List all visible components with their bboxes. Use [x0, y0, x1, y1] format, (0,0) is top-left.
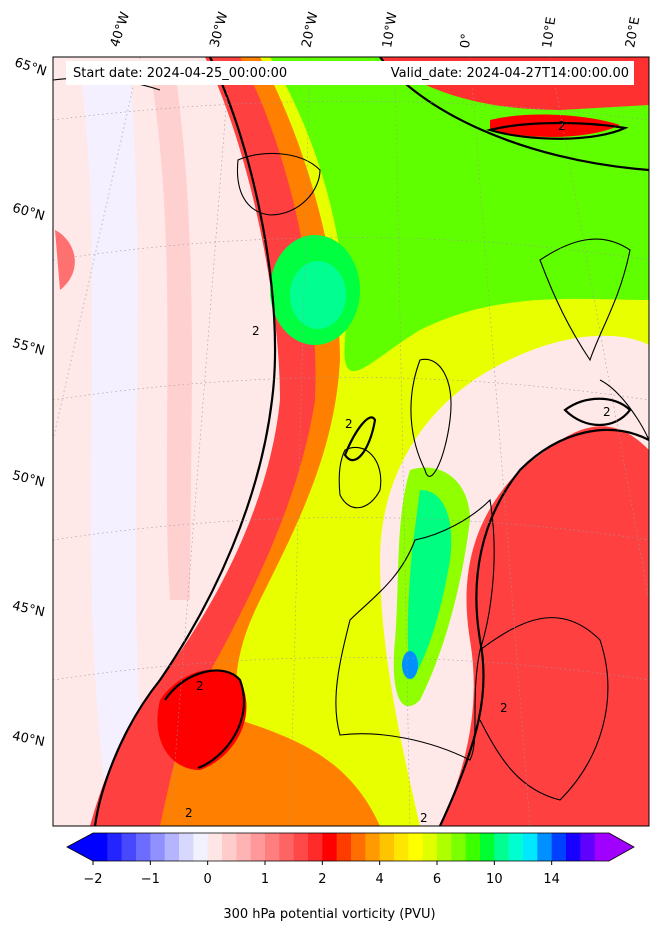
colorbar-swatch — [293, 833, 309, 861]
contour-label: 2 — [420, 811, 428, 825]
colorbar-swatch — [136, 833, 151, 861]
colorbar-swatch — [379, 833, 395, 861]
colorbar-tick-label: 6 — [432, 872, 442, 887]
lon-label-0: 0° — [458, 32, 475, 49]
colorbar-extend-high — [609, 833, 634, 861]
colorbar-tick-label: 0 — [203, 872, 212, 887]
colorbar-tick-label: −1 — [140, 872, 160, 887]
colorbar-swatch — [408, 833, 424, 861]
colorbar-swatch — [465, 833, 481, 861]
colorbar-swatch — [566, 833, 581, 861]
colorbar-swatch — [207, 833, 223, 861]
colorbar-swatch — [508, 833, 524, 861]
colorbar-swatch — [107, 833, 123, 861]
colorbar-swatch — [480, 833, 495, 861]
colorbar-title: 300 hPa potential vorticity (PVU) — [223, 907, 436, 922]
contour-label: 2 — [603, 405, 611, 419]
colorbar-swatch — [222, 833, 237, 861]
colorbar-swatch — [437, 833, 452, 861]
colorbar-swatch — [308, 833, 323, 861]
colorbar-swatch — [164, 833, 180, 861]
colorbar-tick-label: 1 — [260, 872, 270, 887]
colorbar-swatch — [422, 833, 438, 861]
colorbar-swatch — [336, 833, 352, 861]
colorbar-swatch — [394, 833, 409, 861]
colorbar-swatch — [150, 833, 166, 861]
colorbar-swatch — [93, 833, 108, 861]
colorbar-swatch — [365, 833, 381, 861]
colorbar-swatch — [322, 833, 338, 861]
colorbar-tick-label: 10 — [486, 872, 503, 887]
colorbar-tick-label: 4 — [375, 872, 384, 887]
start-date-label: Start date: 2024-04-25_00:00:00 — [73, 66, 288, 81]
colorbar-swatch — [250, 833, 266, 861]
colorbar-swatch — [551, 833, 567, 861]
contour-label: 2 — [185, 806, 193, 820]
colorbar — [66, 832, 635, 865]
colorbar-swatch — [236, 833, 252, 861]
colorbar-swatch — [351, 833, 366, 861]
contour-label: 2 — [500, 701, 508, 715]
colorbar-swatch — [279, 833, 295, 861]
contour-label: 2 — [252, 324, 260, 338]
colorbar-swatch — [494, 833, 510, 861]
colorbar-tick-label: −2 — [83, 872, 103, 887]
colorbar-swatch — [121, 833, 137, 861]
colorbar-swatch — [594, 833, 610, 861]
colorbar-swatch — [580, 833, 596, 861]
colorbar-swatch — [179, 833, 194, 861]
colorbar-swatch — [523, 833, 538, 861]
colorbar-swatch — [537, 833, 553, 861]
valid-date-label: Valid_date: 2024-04-27T14:00:00.00 — [390, 66, 629, 81]
colorbar-extend-low — [67, 833, 93, 861]
pv-field — [53, 57, 649, 826]
contour-label: 2 — [558, 119, 566, 133]
colorbar-tick-label: 2 — [318, 872, 327, 887]
colorbar-tick-label: 14 — [543, 872, 560, 887]
contour-label: 2 — [196, 679, 204, 693]
colorbar-swatch — [451, 833, 467, 861]
colorbar-swatch — [193, 833, 209, 861]
colorbar-swatch — [265, 833, 280, 861]
contour-label: 2 — [345, 417, 353, 431]
